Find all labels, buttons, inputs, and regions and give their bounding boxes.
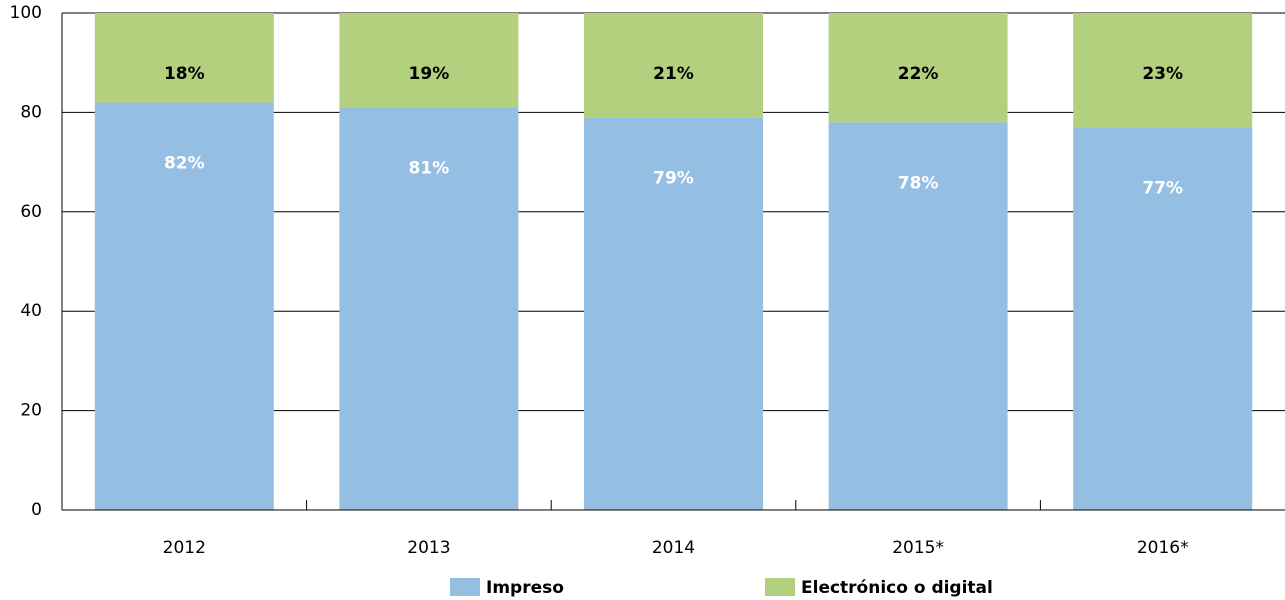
x-tick-label: 2012: [163, 538, 206, 558]
legend-label: Electrónico o digital: [801, 578, 993, 598]
x-tick-label: 2015*: [892, 538, 944, 558]
data-label: 79%: [653, 168, 694, 188]
bar-segment: [339, 13, 519, 108]
legend-swatch: [765, 578, 795, 596]
y-tick-label: 60: [20, 202, 42, 222]
bar-segment: [94, 102, 274, 511]
x-tick-label: 2013: [407, 538, 450, 558]
bar-segment: [828, 13, 1008, 123]
bar-segment: [94, 13, 274, 103]
bar-segment: [828, 122, 1008, 510]
data-label: 23%: [1142, 64, 1183, 84]
y-tick-label: 80: [20, 102, 42, 122]
x-tick-label: 2016*: [1137, 538, 1189, 558]
bar-segment: [339, 107, 519, 511]
legend-label: Impreso: [486, 578, 564, 598]
data-label: 77%: [1142, 178, 1183, 198]
bar-segment: [1073, 127, 1253, 510]
x-tick-label: 2014: [652, 538, 695, 558]
bar-segment: [584, 13, 763, 118]
data-label: 78%: [898, 173, 939, 193]
y-tick-label: 40: [20, 301, 42, 321]
y-tick-label: 20: [20, 401, 42, 421]
y-tick-label: 100: [10, 3, 42, 23]
y-tick-label: 0: [31, 500, 42, 520]
bar-segment: [584, 117, 763, 511]
data-label: 21%: [653, 64, 694, 84]
data-label: 19%: [409, 64, 450, 84]
legend-swatch: [450, 578, 480, 596]
data-label: 22%: [898, 64, 939, 84]
data-label: 18%: [164, 64, 205, 84]
data-label: 81%: [409, 158, 450, 178]
data-label: 82%: [164, 153, 205, 173]
bar-segment: [1073, 13, 1253, 128]
